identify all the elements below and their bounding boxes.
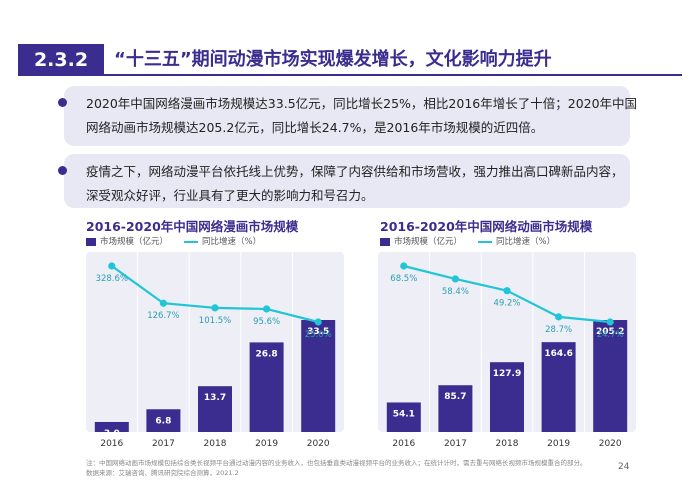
bar-value-label: 54.1 [393,409,415,419]
legend-line-swatch [184,240,199,243]
growth-label: 24.7% [597,330,624,340]
legend-bar-label: 市场规模（亿元） [100,237,169,247]
growth-label: 49.2% [493,299,520,309]
bullet-text-line: 网络动画市场规模达205.2亿元，同比增长24.7%，是2016年市场规模的近四… [86,120,544,135]
legend-line-label: 同比增速（%） [202,237,262,247]
bar-value-label: 6.8 [155,416,171,426]
growth-point [159,299,167,307]
x-tick-label: 2016 [392,439,415,449]
chart-animation: 54.1201685.72017127.92018164.62019205.22… [386,252,628,449]
x-tick-label: 2017 [152,439,175,449]
growth-label: 28.7% [545,325,572,335]
title-underline [104,74,682,76]
bar-2016 [386,402,421,432]
chart-title-comics: 2016-2020年中国网络漫画市场规模 [86,219,299,234]
growth-point [606,318,614,326]
bullet-dot-icon [58,98,67,107]
x-tick-label: 2020 [599,439,622,449]
bar-value-label: 127.9 [493,369,521,379]
x-tick-label: 2019 [547,439,570,449]
chart-title-animation: 2016-2020年中国网络动画市场规模 [380,219,593,234]
growth-point [400,262,408,270]
x-tick-label: 2017 [444,439,467,449]
bar-2020 [301,320,336,432]
legend-line-swatch [478,240,493,243]
footnote-source: 数据来源：艾瑞咨询、腾讯研究院综合测算，2021.2 [86,469,239,477]
growth-label: 25.0% [305,330,332,340]
growth-point [108,262,116,270]
bar-value-label: 33.5 [307,327,329,337]
footnote-note: 注：中国网络动画市场规模包括综合类长视频平台通过动漫内容的业务收入，也包括垂直类… [86,459,587,467]
bullet-box-pandemic: 疫情之下，网络动漫平台依托线上优势，保障了内容供给和市场营收，强力推出高口碑新品… [58,154,630,208]
footnote: 注：中国网络动画市场规模包括综合类长视频平台通过动漫内容的业务收入，也包括垂直类… [86,458,587,478]
bar-value-label: 26.8 [255,349,277,359]
legend-line-label: 同比增速（%） [496,237,556,247]
growth-point [503,287,511,295]
growth-label: 126.7% [147,311,179,321]
growth-line [111,265,319,324]
growth-point [211,304,219,312]
chart-legend-comics: 市场规模（亿元） 同比增速（%） [86,235,261,247]
bar-value-label: 164.6 [544,349,572,359]
bar-2019 [249,342,284,432]
x-tick-label: 2020 [307,439,330,449]
growth-point [263,305,271,313]
bar-2019 [541,342,576,432]
section-title: “十三五”期间动漫市场实现爆发增长，文化影响力提升 [114,49,552,70]
x-tick-label: 2019 [255,439,278,449]
bar-value-label: 85.7 [444,392,466,402]
bar-2020 [593,320,628,432]
section-number: 2.3.2 [18,44,104,76]
chart-legend-animation: 市场规模（亿元） 同比增速（%） [380,235,555,247]
bar-2017 [438,385,473,432]
bar-value-label: 3.0 [104,429,120,439]
growth-label: 58.4% [442,287,469,297]
growth-label: 101.5% [199,316,231,326]
chart-panel-animation: 54.1 2016 85.7 2017 127.9 2018 164.6 2019 205.2 2… [378,252,636,449]
bar-2016 [94,421,129,432]
bullet-dot-icon [58,166,67,175]
growth-point [451,275,459,283]
x-tick-label: 2016 [100,439,123,449]
legend-bar-label: 市场规模（亿元） [394,237,463,247]
x-tick-label: 2018 [204,439,227,449]
growth-label: 328.6% [96,274,128,284]
growth-label: 68.5% [390,274,417,284]
page-number: 24 [618,462,630,472]
bar-value-label: 13.7 [204,393,226,403]
growth-point [314,318,322,326]
legend-bar-swatch [86,237,96,246]
bar-2018 [490,362,524,432]
legend-bar-swatch [380,237,390,246]
bullet-text-line: 疫情之下，网络动漫平台依托线上优势，保障了内容供给和市场营收，强力推出高口碑新品… [86,164,624,179]
growth-point [555,313,563,321]
bar-value-label: 205.2 [596,327,624,337]
chart-panel-comics: 3.0 2016 6.8 2017 13.7 2018 26.8 2019 33.5 2020 32… [86,252,344,449]
bullet-text-line: 深受观众好评，行业具有了更大的影响力和号召力。 [86,188,374,203]
growth-label: 95.6% [253,317,280,327]
x-tick-label: 2018 [496,439,519,449]
bullet-text-line: 2020年中国网络漫画市场规模达33.5亿元，同比增长25%，相比2016年增长… [86,96,638,111]
section-title-bar: 2.3.2 “十三五”期间动漫市场实现爆发增长，文化影响力提升 [18,44,682,76]
bar-2018 [198,386,232,432]
bullet-box-market-size: 2020年中国网络漫画市场规模达33.5亿元，同比增长25%，相比2016年增长… [58,86,638,146]
bar-2017 [146,409,181,432]
